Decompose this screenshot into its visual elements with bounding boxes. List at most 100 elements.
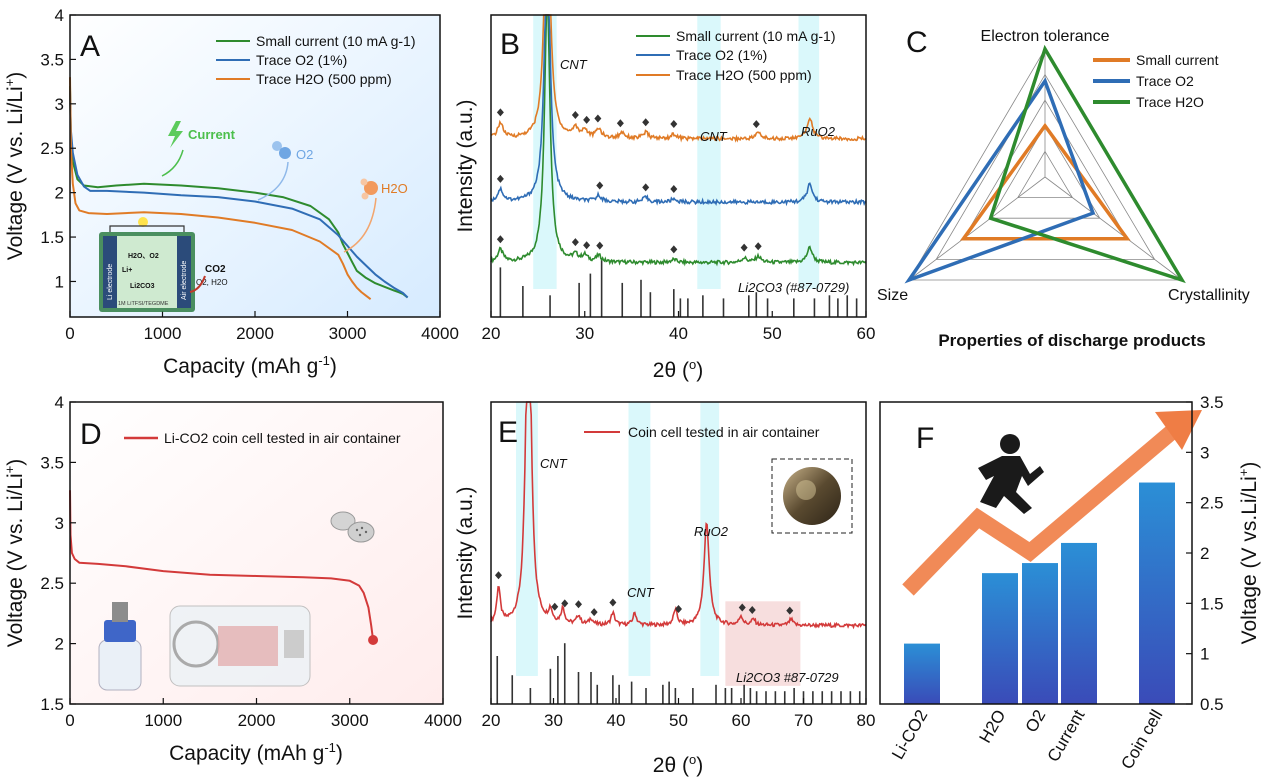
y-tick-label: 3 (1200, 443, 1209, 462)
radar-series (988, 44, 1186, 284)
xrd-pattern (490, 401, 867, 630)
x-tick-label: 20 (482, 711, 501, 730)
x-tick-label: 2000 (236, 324, 274, 343)
x-tick-label: 0 (65, 711, 74, 730)
x-tick-label: 30 (575, 324, 594, 343)
panel-e-curves (490, 401, 867, 630)
end-point-marker (368, 634, 379, 645)
radar-axis-crystallinity: Crystallinity (1168, 287, 1250, 304)
bar (904, 643, 940, 704)
radar-grid-ring (1017, 150, 1074, 199)
series-line (69, 490, 375, 641)
radar-spoke (1044, 176, 1183, 281)
peak-marker (571, 111, 579, 120)
annotation-o2: O2 (296, 147, 313, 162)
schematic-o2-h2o: O2, H2O (196, 278, 228, 287)
peak-marker (594, 114, 602, 123)
test-bottle-icon (98, 602, 142, 691)
radar-axis-size: Size (877, 287, 908, 304)
peak-marker (786, 606, 794, 615)
x-tick-label: 30 (544, 711, 563, 730)
panel-a-ylabel: Voltage (V vs. Li/Li+) (2, 72, 27, 261)
panel-a-curves (69, 77, 409, 300)
peak-marker (740, 243, 748, 252)
peak-marker (642, 183, 650, 192)
panel-a-ticks: 0 1000 2000 3000 4000 1 1.5 2 2.5 3 3.5 4 (40, 6, 459, 343)
panel-d-ticks: 0 1000 2000 3000 4000 1.5 2 2.5 3 3.5 4 (40, 393, 462, 730)
panel-f-ylabel: Voltage (V vs.Li/Li+) (1236, 462, 1261, 645)
panel-b-label: B (500, 28, 520, 61)
xrd-pattern (490, 14, 867, 267)
y-tick-label: 2.5 (1200, 494, 1224, 513)
y-tick-label: 3 (55, 514, 64, 533)
legend-small-current: Small current (1136, 52, 1219, 68)
annotation-current-arrow (161, 149, 184, 177)
running-person-icon (978, 434, 1044, 514)
panel-e-markers (495, 571, 794, 617)
peak-marker (596, 181, 604, 190)
radar-spoke (908, 176, 1046, 281)
o2-bubbles-icon (272, 141, 291, 159)
category-label: O2 (1022, 707, 1050, 736)
panel-c: C Electron tolerance Crystallinity Size … (877, 26, 1250, 350)
legend-small-current: Small current (10 mA g-1) (676, 28, 836, 44)
panel-e-reference-lines (496, 643, 861, 704)
peak-marker (675, 605, 682, 614)
annotation-ruo2: RuO2 (694, 524, 729, 539)
radar-series (904, 77, 1096, 284)
category-label: H2O (976, 707, 1010, 747)
schematic-co2: CO2 (205, 264, 226, 275)
annotation-cnt-2: CNT (700, 129, 728, 144)
peak-marker (748, 605, 756, 614)
panel-b-bands (533, 15, 820, 289)
schematic-li2co3: Li2CO3 (130, 283, 155, 290)
highlight-band-pink (725, 601, 801, 686)
x-tick-label: 0 (65, 324, 74, 343)
panel-f-label: F (916, 422, 934, 455)
y-tick-label: 1.5 (40, 228, 64, 247)
peak-marker (754, 242, 762, 251)
peak-marker (670, 184, 678, 193)
peak-marker (670, 119, 678, 128)
panel-a-xlabel: Capacity (mAh g-1) (163, 353, 337, 378)
x-tick-label: 60 (732, 711, 751, 730)
peak-marker (596, 241, 604, 250)
highlight-band (700, 402, 720, 676)
y-tick-label: 4 (55, 393, 64, 412)
annotation-cnt-1: CNT (560, 57, 588, 72)
bar (1061, 542, 1097, 704)
highlight-band (628, 402, 651, 676)
xrd-pattern (490, 14, 867, 143)
series-line (69, 77, 372, 300)
y-tick-label: 1.5 (40, 695, 64, 714)
panel-e-label: E (498, 416, 518, 449)
y-tick-label: 1 (55, 272, 64, 291)
bar (982, 573, 1018, 704)
peak-marker (583, 115, 591, 124)
panel-a-label: A (80, 30, 100, 63)
peak-marker (670, 245, 678, 254)
legend-trace-h2o: Trace H2O (500 ppm) (676, 67, 812, 83)
x-tick-label: 4000 (421, 324, 459, 343)
highlight-band (697, 15, 721, 289)
annotation-cnt-2: CNT (627, 585, 655, 600)
panel-e-ylabel: Intensity (a.u.) (454, 486, 477, 619)
y-tick-label: 3.5 (1200, 393, 1224, 412)
y-tick-label: 4 (55, 6, 64, 25)
x-tick-label: 3000 (329, 324, 367, 343)
peak-marker (496, 235, 504, 244)
annotation-o2-arrow (257, 161, 289, 201)
x-tick-label: 50 (669, 711, 688, 730)
y-tick-label: 0.5 (1200, 695, 1224, 714)
category-label: Current (1044, 706, 1089, 765)
peak-marker (551, 602, 559, 611)
x-tick-label: 2000 (238, 711, 276, 730)
panel-a: 0 1000 2000 3000 4000 1 1.5 2 2.5 3 3.5 4 A Small c… (2, 6, 459, 378)
panel-b-ticks: 20 30 40 50 60 (482, 311, 875, 343)
annotation-h2o-arrow (343, 197, 377, 253)
panel-d-ylabel: Voltage (V vs. Li/Li+) (2, 459, 27, 648)
panel-e-frame (490, 401, 867, 705)
radar-axis-electron-tolerance: Electron tolerance (981, 28, 1110, 45)
panel-c-radar (904, 44, 1186, 284)
